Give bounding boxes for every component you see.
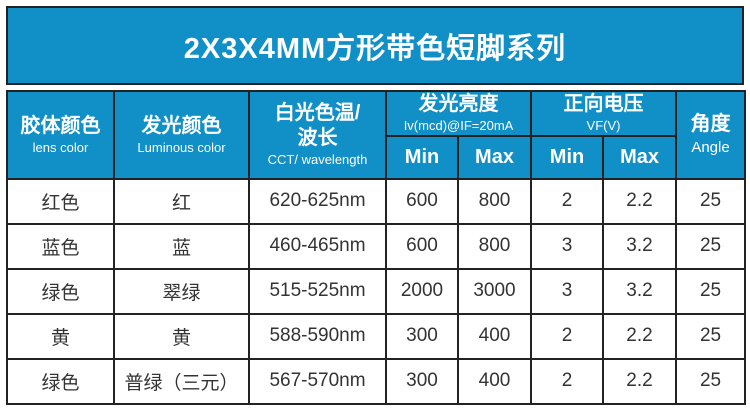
wavelength-cell: 460-465nm	[248, 222, 387, 270]
header-luminous-color: 发光颜色 Luminous color	[113, 90, 250, 180]
page-title: 2X3X4MM方形带色短脚系列	[183, 32, 567, 65]
vf-min-cell: 3	[530, 222, 605, 270]
wavelength-cell: 515-525nm	[248, 267, 387, 315]
lens-color-cell: 红色	[6, 177, 115, 225]
header-cct-wavelength: 白光色温/ 波长 CCT/ wavelength	[248, 90, 387, 180]
header-vf-en: VF(V)	[586, 118, 621, 133]
wavelength-cell: 588-590nm	[248, 312, 387, 360]
iv-min-cell: 600	[385, 222, 459, 270]
angle-cell: 25	[675, 312, 747, 360]
angle-cell: 25	[675, 267, 747, 315]
table-row: 蓝色 蓝 460-465nm 600 800 3 3.2 25	[6, 222, 747, 270]
vf-max-cell: 3.2	[602, 222, 678, 270]
luminous-color-cell: 红	[113, 177, 250, 225]
vf-max-cell: 2.2	[602, 312, 678, 360]
header-angle-en: Angle	[691, 139, 730, 157]
header-iv-en: Iv(mcd)@IF=20mA	[403, 118, 514, 133]
vf-min-cell: 2	[530, 312, 605, 360]
wavelength-cell: 567-570nm	[248, 357, 387, 405]
luminous-color-cell: 蓝	[113, 222, 250, 270]
header-iv-min: Min	[385, 134, 459, 180]
header-forward-voltage: 正向电压 VF(V)	[530, 90, 678, 137]
header-lens-color-zh: 胶体颜色	[20, 114, 101, 137]
vf-max-cell: 2.2	[602, 357, 678, 405]
header-vf-max: Max	[602, 134, 678, 180]
header-luminous-intensity: 发光亮度 Iv(mcd)@IF=20mA	[384, 90, 533, 137]
wavelength-cell: 620-625nm	[248, 177, 387, 225]
iv-max-cell: 800	[456, 177, 533, 225]
header-lens-color-en: lens color	[32, 139, 89, 155]
table-row: 黄 黄 588-590nm 300 400 2 2.2 25	[6, 312, 747, 360]
header-cct-zh-line1: 白光色温/	[274, 102, 361, 124]
header-row-minmax: Min Max Min Max	[7, 134, 745, 180]
luminous-color-cell: 翠绿	[113, 267, 250, 315]
header-cct-zh-line2: 波长	[297, 127, 338, 149]
header-vf-zh: 正向电压	[563, 93, 644, 115]
header-angle: 角度 Angle	[675, 90, 747, 180]
angle-cell: 25	[675, 222, 747, 270]
vf-max-cell: 3.2	[602, 267, 678, 315]
iv-max-cell: 800	[456, 222, 533, 270]
table-row: 红色 红 620-625nm 600 800 2 2.2 25	[6, 177, 747, 225]
iv-max-cell: 400	[456, 312, 533, 360]
iv-min-cell: 2000	[385, 267, 459, 315]
iv-max-cell: 3000	[456, 267, 533, 315]
lens-color-cell: 蓝色	[6, 222, 115, 270]
table-row: 绿色 普绿（三元） 567-570nm 300 400 2 2.2 25	[6, 357, 747, 405]
title-banner: 2X3X4MM方形带色短脚系列	[6, 6, 744, 85]
lens-color-cell: 绿色	[6, 357, 115, 405]
lens-color-cell: 绿色	[6, 267, 115, 315]
luminous-color-cell: 普绿（三元）	[113, 357, 250, 405]
angle-cell: 25	[675, 177, 747, 225]
header-cct-en: CCT/ wavelength	[267, 152, 368, 167]
luminous-color-cell: 黄	[113, 312, 250, 360]
spec-table: 胶体颜色 lens color 发光颜色 Luminous color 白光色温…	[6, 90, 747, 405]
header-iv-max: Max	[456, 134, 533, 180]
header-angle-zh: 角度	[690, 113, 731, 136]
angle-cell: 25	[675, 357, 747, 405]
vf-max-cell: 2.2	[602, 177, 678, 225]
header-luminous-color-en: Luminous color	[137, 139, 226, 155]
vf-min-cell: 2	[530, 357, 605, 405]
vf-min-cell: 3	[530, 267, 605, 315]
header-lens-color: 胶体颜色 lens color	[6, 90, 115, 180]
header-vf-min: Min	[530, 134, 605, 180]
lens-color-cell: 黄	[6, 312, 115, 360]
iv-min-cell: 600	[385, 177, 459, 225]
header-row-groups: 胶体颜色 lens color 发光颜色 Luminous color 白光色温…	[6, 90, 747, 180]
header-luminous-color-zh: 发光颜色	[141, 114, 222, 137]
table-row: 绿色 翠绿 515-525nm 2000 3000 3 3.2 25	[6, 267, 747, 315]
iv-min-cell: 300	[385, 357, 459, 405]
header-iv-zh: 发光亮度	[418, 93, 499, 115]
iv-min-cell: 300	[385, 312, 459, 360]
iv-max-cell: 400	[456, 357, 533, 405]
vf-min-cell: 2	[530, 177, 605, 225]
